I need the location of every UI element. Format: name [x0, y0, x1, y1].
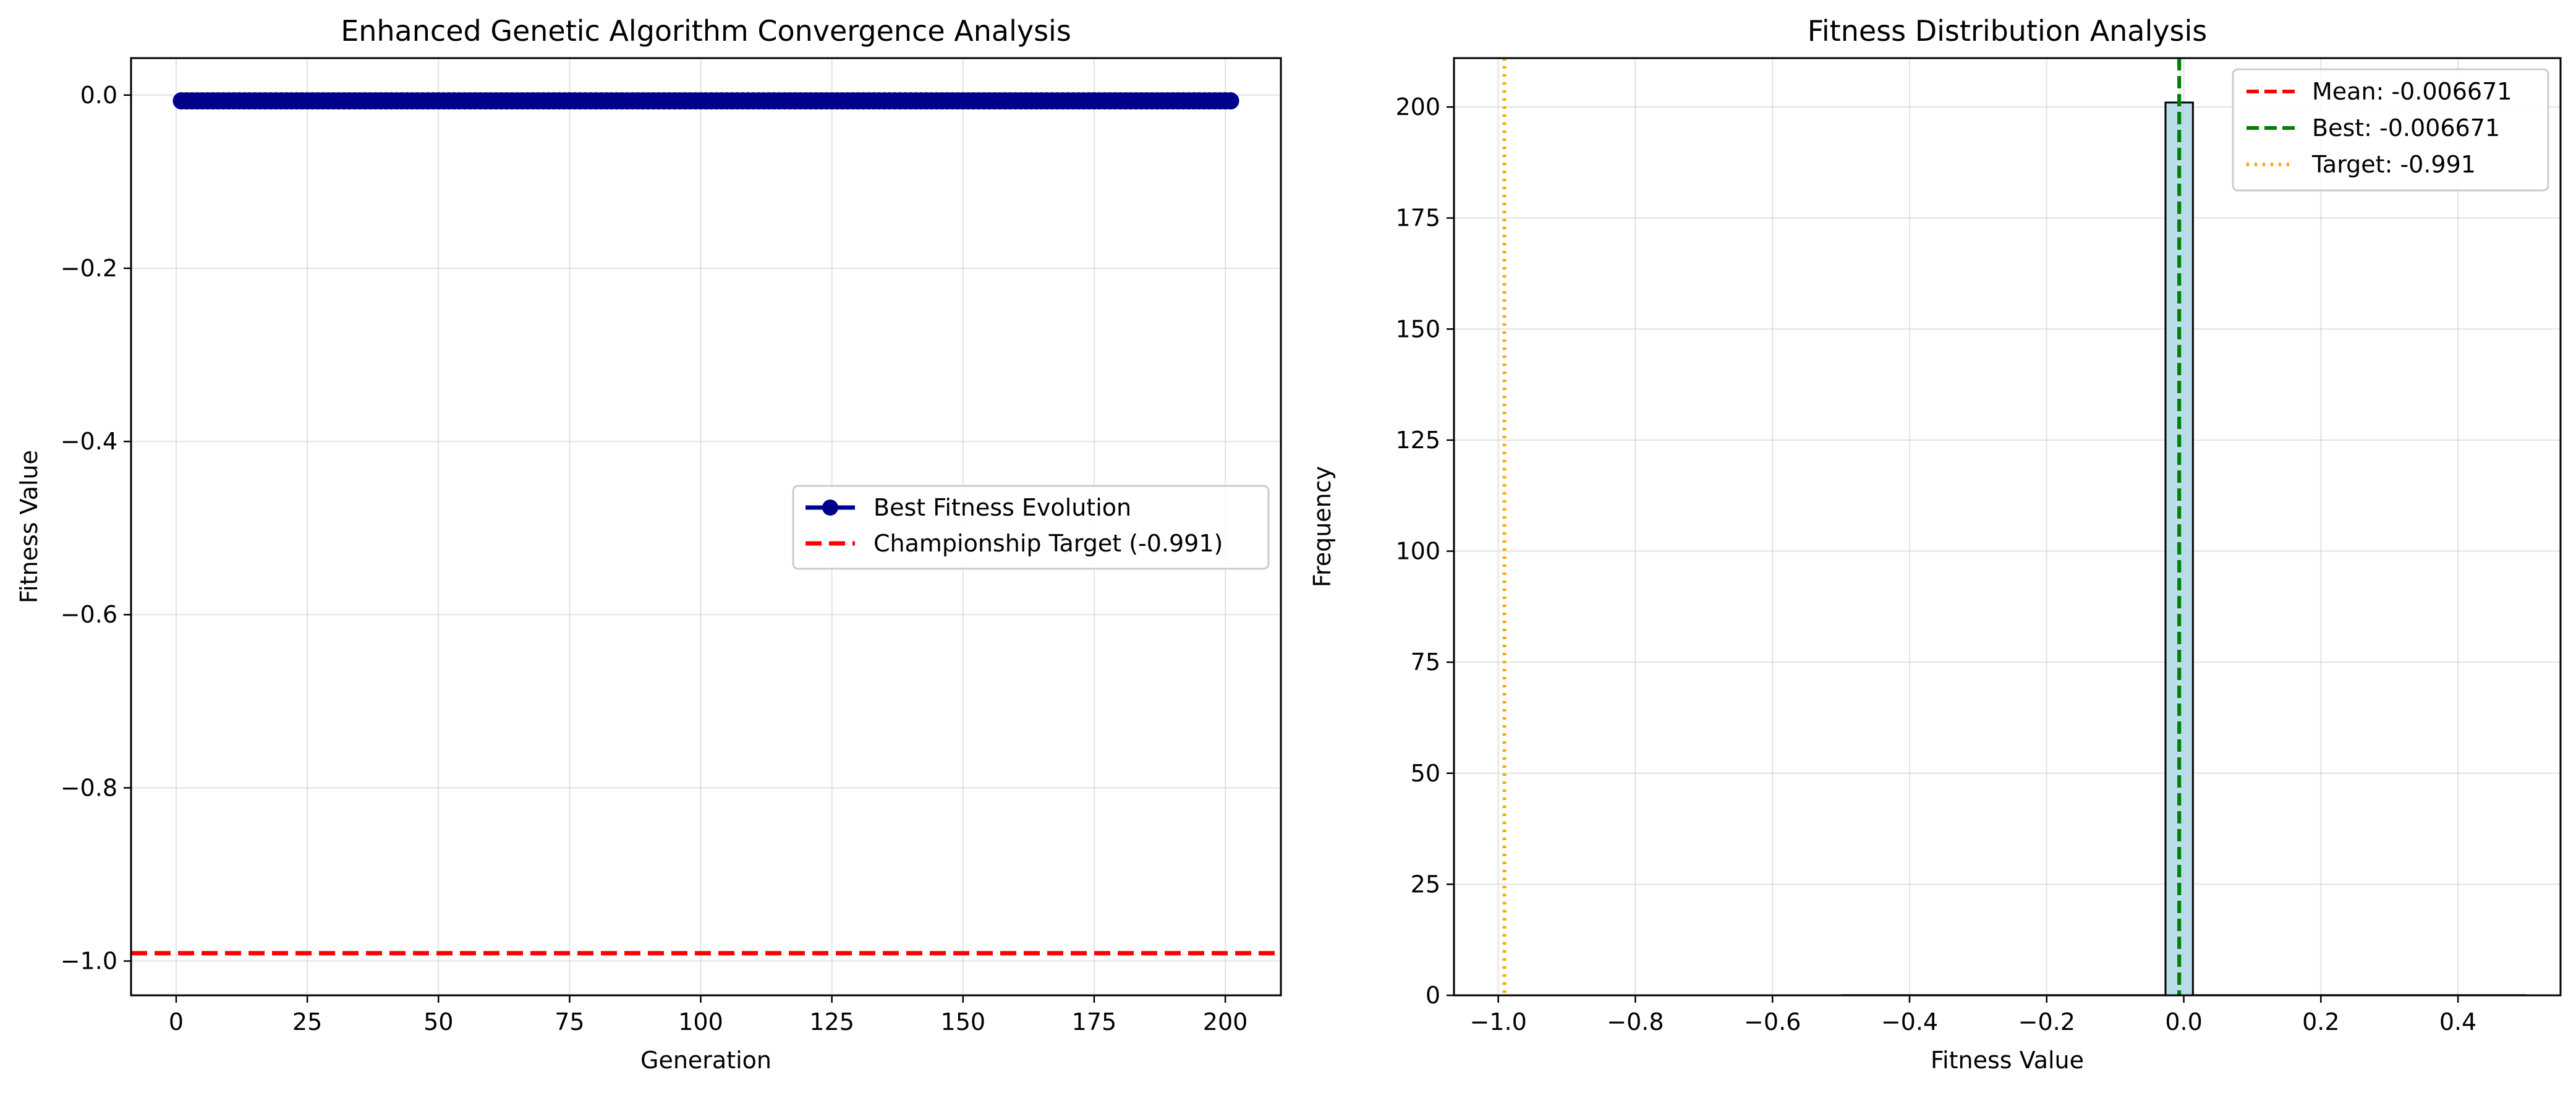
y-tick-label: 75: [1411, 649, 1440, 676]
x-tick-label: 0.0: [2165, 1008, 2202, 1036]
x-tick-label: −0.2: [2018, 1008, 2075, 1036]
y-axis-label: Frequency: [1309, 466, 1336, 587]
x-tick-label: 150: [941, 1008, 986, 1036]
x-tick-label: 25: [292, 1008, 322, 1036]
convergence-chart: 0 25 50 75 100 125 150 175 200 0.0 −0.2 −0.4 −0.6 −0…: [15, 14, 1282, 1074]
distribution-chart: −1.0 −0.8 −0.6 −0.4 −0.2 0.0 0.2 0.4 0 25 50 75 100…: [1309, 14, 2562, 1074]
y-tick-label: 150: [1395, 315, 1440, 342]
y-tick-label: −0.2: [61, 255, 117, 282]
y-axis-label: Fitness Value: [15, 450, 43, 603]
y-tick-label: 25: [1411, 870, 1440, 898]
legend-mean: Mean: -0.006671: [2312, 78, 2512, 105]
x-tick-label: 100: [678, 1008, 723, 1036]
x-tick-label: 0.4: [2439, 1008, 2476, 1036]
y-tick-label: 175: [1395, 205, 1440, 232]
legend-best: Best: -0.006671: [2312, 114, 2500, 142]
legend: Best Fitness Evolution Championship Targ…: [792, 485, 1270, 570]
chart-title: Enhanced Genetic Algorithm Convergence A…: [341, 14, 1071, 48]
y-tick-label: −1.0: [61, 948, 117, 975]
x-tick-label: 175: [1072, 1008, 1117, 1036]
x-tick-label: 75: [555, 1008, 584, 1036]
y-tick-label: −0.4: [61, 428, 117, 455]
x-tick-label: −1.0: [1469, 1008, 1526, 1036]
y-tick-label: 50: [1411, 760, 1440, 787]
x-tick-label: 0: [169, 1008, 184, 1036]
data-point: [1222, 92, 1239, 110]
x-axis-label: Generation: [640, 1047, 772, 1074]
x-tick-label: 50: [423, 1008, 453, 1036]
y-tick-label: 100: [1395, 538, 1440, 565]
x-tick-label: 0.2: [2302, 1008, 2339, 1036]
x-axis-label: Fitness Value: [1931, 1047, 2084, 1074]
legend-best-fitness: Best Fitness Evolution: [874, 494, 1131, 521]
y-tick-label: −0.6: [61, 601, 117, 628]
x-tick-label: 125: [809, 1008, 854, 1036]
x-tick-label: −0.6: [1744, 1008, 1801, 1036]
y-tick-label: 125: [1395, 427, 1440, 454]
y-tick-label: −0.8: [61, 774, 117, 801]
x-tick-label: −0.8: [1607, 1008, 1664, 1036]
legend-championship-target: Championship Target (-0.991): [874, 530, 1223, 557]
legend: Mean: -0.006671 Best: -0.006671 Target: …: [2232, 68, 2549, 192]
y-tick-label: 0: [1426, 982, 1440, 1009]
legend-target: Target: -0.991: [2311, 151, 2476, 178]
chart-title: Fitness Distribution Analysis: [1808, 14, 2207, 48]
x-tick-label: −0.4: [1881, 1008, 1938, 1036]
y-tick-label: 0.0: [80, 82, 117, 109]
y-tick-label: 200: [1395, 93, 1440, 121]
x-tick-label: 200: [1203, 1008, 1248, 1036]
